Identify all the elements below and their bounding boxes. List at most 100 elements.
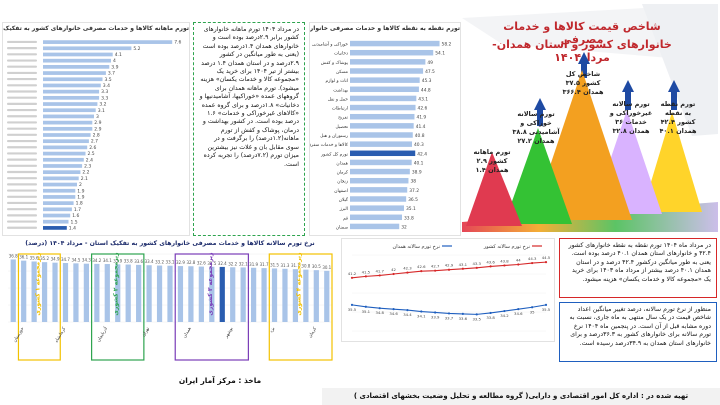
bar-middle-7 [350,104,416,111]
series-value-0-12: 44 [516,258,521,263]
bar-left-label-placeholder-0 [7,40,37,44]
bar-middle-category-3: مسکن [336,69,348,75]
series-value-1-14: 35.5 [542,307,551,312]
bar-middle-0 [350,40,440,47]
series-value-1-13: 35 [530,309,535,314]
column-bottom-26 [282,268,288,322]
bar-middle-2 [350,59,426,65]
bar-left-11 [43,108,96,113]
column-bottom-0 [10,259,16,322]
bar-left-label-placeholder-27 [7,208,37,211]
bar-left-label-placeholder-14 [7,127,37,130]
column-bottom-27 [292,269,299,322]
bar-left-label-placeholder-29 [7,220,37,223]
header-block: شاخص قیمت کالاها و خدمات مصرفی خانوارهای… [462,4,718,136]
bar-middle-6 [350,95,417,102]
column-bottom-value-20: 32.4 [218,261,227,266]
series-value-1-5: 34.1 [417,314,426,319]
bar-left-label-placeholder-15 [7,133,37,136]
triangle-monthly [466,152,522,226]
bar-left-10 [43,102,98,106]
column-bottom-value-13: 33.4 [145,259,154,264]
bar-left-value-4: 3.9 [111,64,118,70]
bar-middle-value-11: 40.3 [414,142,424,148]
chart-line-svg: نرخ تورم سالانه کشور نرخ تورم سالانه همدا… [348,244,551,332]
bar-left-label-placeholder-7 [7,84,37,87]
column-bottom-value-12: 33.6 [134,259,143,264]
bar-left-value-15: 2.8 [93,133,100,139]
bar-left-label-placeholder-25 [7,195,37,198]
bar-left-value-17: 2.6 [89,145,96,151]
bar-left-label-placeholder-30 [7,226,37,229]
bar-left-29 [43,219,69,224]
column-bottom-9 [104,264,110,322]
chart-bottom-left-svg: 36.8 36.1 35.6 35.2 34.9 34.7 34.5 34.3 34.2 34.1… [8,252,333,361]
bar-middle-11 [350,141,412,147]
column-bottom-value-22: 32.1 [239,261,248,266]
column-bottom-value-29: 30.5 [312,264,321,269]
column-bottom-8 [94,263,100,322]
series-value-0-8: 43.1 [459,262,468,267]
series-point-1-0 [350,303,354,306]
column-bottom-value-5: 34.7 [61,257,70,262]
chart-line-panel: نرخ تورم سالانه کشور نرخ تورم سالانه همدا… [341,238,555,342]
bar-middle-value-10: 40.8 [415,133,425,139]
series-point-1-7 [447,312,451,315]
bar-left-16 [43,139,89,144]
bar-middle-category-20: سمنان [336,225,348,230]
bar-left-9 [43,95,100,100]
bar-left-24 [43,188,76,193]
bar-left-7 [43,83,101,88]
column-bottom-value-9: 34.1 [103,258,112,263]
triangle-food [504,128,572,224]
series-value-1-6: 33.9 [431,314,440,319]
bar-middle-10 [350,132,413,138]
page-title-line2: خانوارهای کشور و استان همدان-مرداد۱۴۰۴ [492,38,672,64]
bar-left-1 [43,46,132,51]
page-title-line1: شاخص قیمت کالاها و خدمات مصرفی [503,20,661,46]
series-value-0-5: 42.6 [417,264,426,269]
infobox-blue-text: منظور از نرخ تورم سالانه، درصد تغییر میا… [569,306,712,347]
bar-left-23 [43,182,77,187]
series-point-1-14 [544,303,548,306]
column-bottom-15 [167,265,173,322]
series-point-1-10 [489,311,492,315]
bar-middle-category-6: حمل و نقل [328,97,349,102]
bar-left-label-placeholder-11 [7,108,37,112]
series-point-0-6 [434,269,437,272]
series-value-0-13: 44.3 [528,256,537,261]
column-bottom-value-10: 33.9 [113,258,122,263]
chart-left-svg: 7.65.24.143.93.73.53.43.33.33.23.132.92.… [7,40,181,231]
column-bottom-25 [271,268,278,322]
group-box-1 [91,253,145,361]
bar-left-25 [43,195,76,199]
column-bottom-value-1: 36.1 [19,255,28,260]
chart-middle-svg: خوراکی و آشامیدنی 58.2 دخانیات 54.1 پوشاک و … [310,40,452,230]
group-label-0: زیرمجموعه ۱ کشوری [34,252,41,316]
column-bottom-21 [230,267,236,322]
series-value-1-9: 33.5 [472,316,481,321]
bar-left-2 [43,52,113,57]
series-point-0-3 [392,272,395,276]
header-decoration-icon [462,4,718,136]
column-bottom-xlabel-5: بوشهر [224,327,235,340]
infobox-red: در مرداد ماه ۱۴۰۴ تورم نقطه به نقطه خانو… [559,238,717,298]
series-value-1-4: 34.4 [403,312,412,317]
bar-middle-14 [350,168,410,175]
bar-middle-8 [350,113,415,120]
series-point-1-12 [517,308,520,311]
bar-left-5 [43,71,106,75]
series-value-0-0: 41.2 [348,271,357,276]
column-bottom-value-6: 34.5 [71,257,80,262]
column-bottom-22 [240,267,246,322]
bar-middle-category-8: تفریح [338,116,349,121]
group-box-2 [174,253,249,361]
bar-left-value-1: 5.2 [133,46,140,52]
bar-middle-category-0: خوراکی و آشامیدنی [312,42,348,48]
bar-left-4 [43,65,110,69]
group-label-2: زیرمجموعه ۳ کشوری [207,252,214,316]
column-bottom-12 [136,264,142,322]
triangles-infographic [462,52,718,232]
bar-left-label-placeholder-22 [7,177,37,180]
bar-middle-5 [350,86,419,93]
